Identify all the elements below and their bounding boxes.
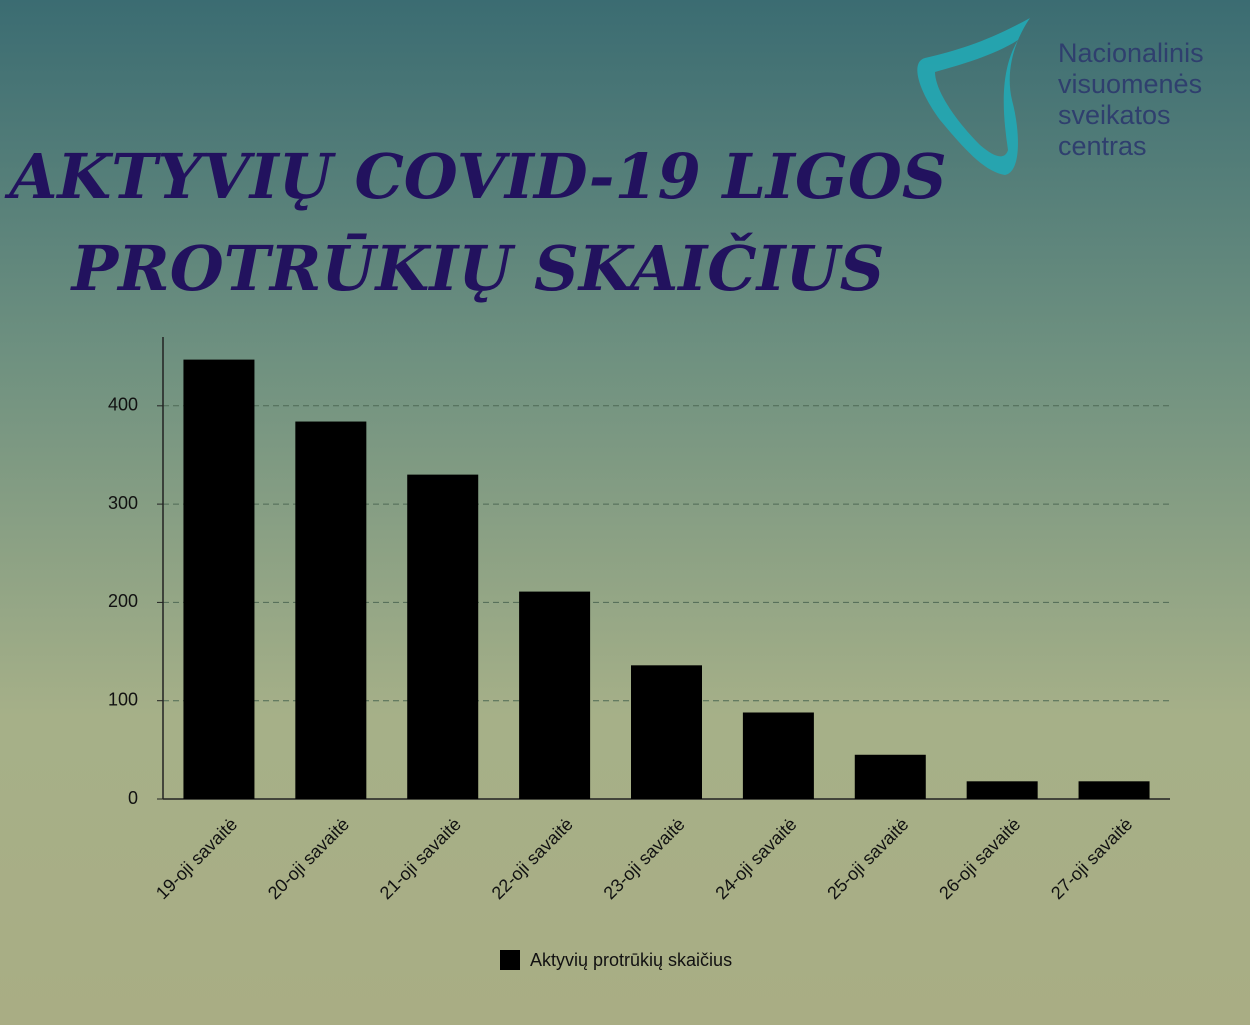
chart-title: PROTRŪKIŲ SKAIČIUS bbox=[70, 232, 885, 305]
chart-title: AKTYVIŲ COVID-19 LIGOS bbox=[4, 140, 946, 213]
bar bbox=[183, 359, 255, 799]
bar bbox=[854, 754, 926, 799]
legend-swatch bbox=[500, 950, 520, 970]
y-tick-label: 0 bbox=[128, 788, 138, 808]
bar bbox=[631, 665, 702, 799]
bar bbox=[1078, 781, 1150, 799]
y-tick-label: 100 bbox=[108, 689, 138, 709]
bar bbox=[295, 421, 367, 799]
logo-text: centras bbox=[1058, 131, 1147, 161]
logo-text: visuomenės bbox=[1058, 69, 1202, 99]
logo-mark bbox=[917, 18, 1030, 175]
y-tick-label: 200 bbox=[108, 591, 138, 611]
bar bbox=[407, 474, 479, 799]
y-tick-label: 400 bbox=[108, 395, 138, 415]
logo-text: sveikatos bbox=[1058, 100, 1171, 130]
logo-text: Nacionalinis bbox=[1058, 38, 1204, 68]
legend-label: Aktyvių protrūkių skaičius bbox=[530, 950, 732, 970]
bar bbox=[519, 591, 591, 799]
bar bbox=[966, 781, 1038, 799]
y-tick-label: 300 bbox=[108, 493, 138, 513]
bar bbox=[742, 712, 814, 799]
